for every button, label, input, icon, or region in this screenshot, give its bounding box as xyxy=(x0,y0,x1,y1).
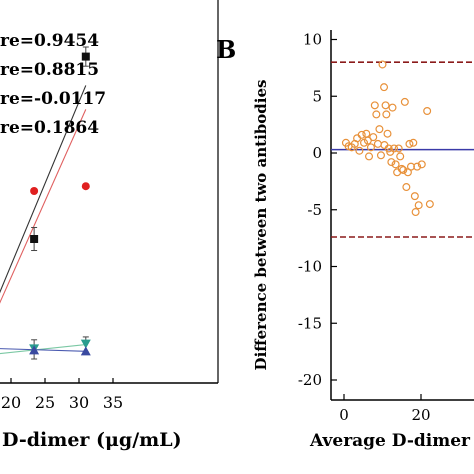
data-point xyxy=(388,103,397,112)
data-point xyxy=(409,138,418,147)
fit-line-0 xyxy=(0,85,87,294)
data-point xyxy=(365,152,374,161)
x-tick-label: 35 xyxy=(103,393,123,412)
y-tick-label: -15 xyxy=(298,314,322,332)
data-point xyxy=(355,146,364,155)
data-point xyxy=(396,152,405,161)
y-tick-label: -10 xyxy=(298,258,322,276)
data-point xyxy=(394,144,403,153)
y-tick-label: -5 xyxy=(307,201,322,219)
data-point xyxy=(366,143,375,152)
x-tick-label: 25 xyxy=(35,393,55,412)
data-point xyxy=(381,101,390,110)
r-value-annotation: re=-0.0117 xyxy=(0,89,106,109)
r-value-annotation: re=0.9454 xyxy=(0,31,99,51)
data-point xyxy=(423,107,432,116)
data-point xyxy=(387,158,396,167)
data-point xyxy=(378,60,387,69)
panel-b-label: B xyxy=(216,35,236,64)
data-point xyxy=(399,166,408,175)
data-point xyxy=(391,160,400,169)
y-tick-label: -20 xyxy=(298,371,322,389)
data-point xyxy=(402,183,411,192)
data-point xyxy=(400,97,409,106)
data-point xyxy=(413,162,422,171)
data-point xyxy=(383,129,392,138)
data-point xyxy=(406,162,415,171)
panel-a-x-axis-label: D-dimer (μg/mL) xyxy=(2,429,182,451)
data-point xyxy=(370,101,379,110)
data-point xyxy=(382,110,391,119)
panel-b-y-axis-label: Difference between two antibodies xyxy=(252,80,270,371)
data-point-triangle-down xyxy=(80,339,91,349)
data-point xyxy=(362,129,371,138)
data-point-circle xyxy=(30,187,39,195)
data-point xyxy=(360,138,369,147)
data-point xyxy=(373,139,382,148)
data-point-triangle-up xyxy=(80,346,91,356)
data-point xyxy=(414,201,423,210)
panel-b: B 10 5 0 -5 -10 -15 -20 0 20 Difference between… xyxy=(216,30,474,451)
data-point xyxy=(372,110,381,119)
data-point xyxy=(375,125,384,134)
x-tick-label: 30 xyxy=(69,393,89,412)
data-point-square xyxy=(81,52,90,61)
x-tick-label: 20 xyxy=(411,406,430,424)
data-point xyxy=(353,134,362,143)
data-point xyxy=(357,130,366,139)
panel-b-x-axis-label: Average D-dimer xyxy=(309,431,471,451)
data-point xyxy=(411,208,420,217)
data-point xyxy=(397,164,406,173)
panel-a: 20 25 30 35 re=0.9454 re=0.8815 re=-0.0117 re=… xyxy=(0,0,219,451)
r-value-annotation: re=0.8815 xyxy=(0,60,99,80)
data-point-triangle-up xyxy=(29,345,40,355)
data-point-circle xyxy=(81,182,90,191)
y-tick-label: 5 xyxy=(312,87,322,105)
x-tick-label: 0 xyxy=(339,406,349,424)
data-point xyxy=(417,160,426,169)
data-point-square xyxy=(30,235,39,243)
y-tick-label: 0 xyxy=(312,144,322,162)
fit-line-1 xyxy=(0,109,87,304)
r-value-annotation: re=0.1864 xyxy=(0,118,99,138)
data-point xyxy=(380,83,389,92)
data-point xyxy=(410,192,419,201)
data-point xyxy=(425,200,434,209)
data-point xyxy=(405,139,414,148)
fit-line-3 xyxy=(0,348,86,352)
data-point xyxy=(390,144,399,153)
data-point xyxy=(376,151,385,160)
data-point xyxy=(369,133,378,142)
y-tick-label: 10 xyxy=(303,31,322,49)
x-tick-label: 20 xyxy=(1,393,21,412)
